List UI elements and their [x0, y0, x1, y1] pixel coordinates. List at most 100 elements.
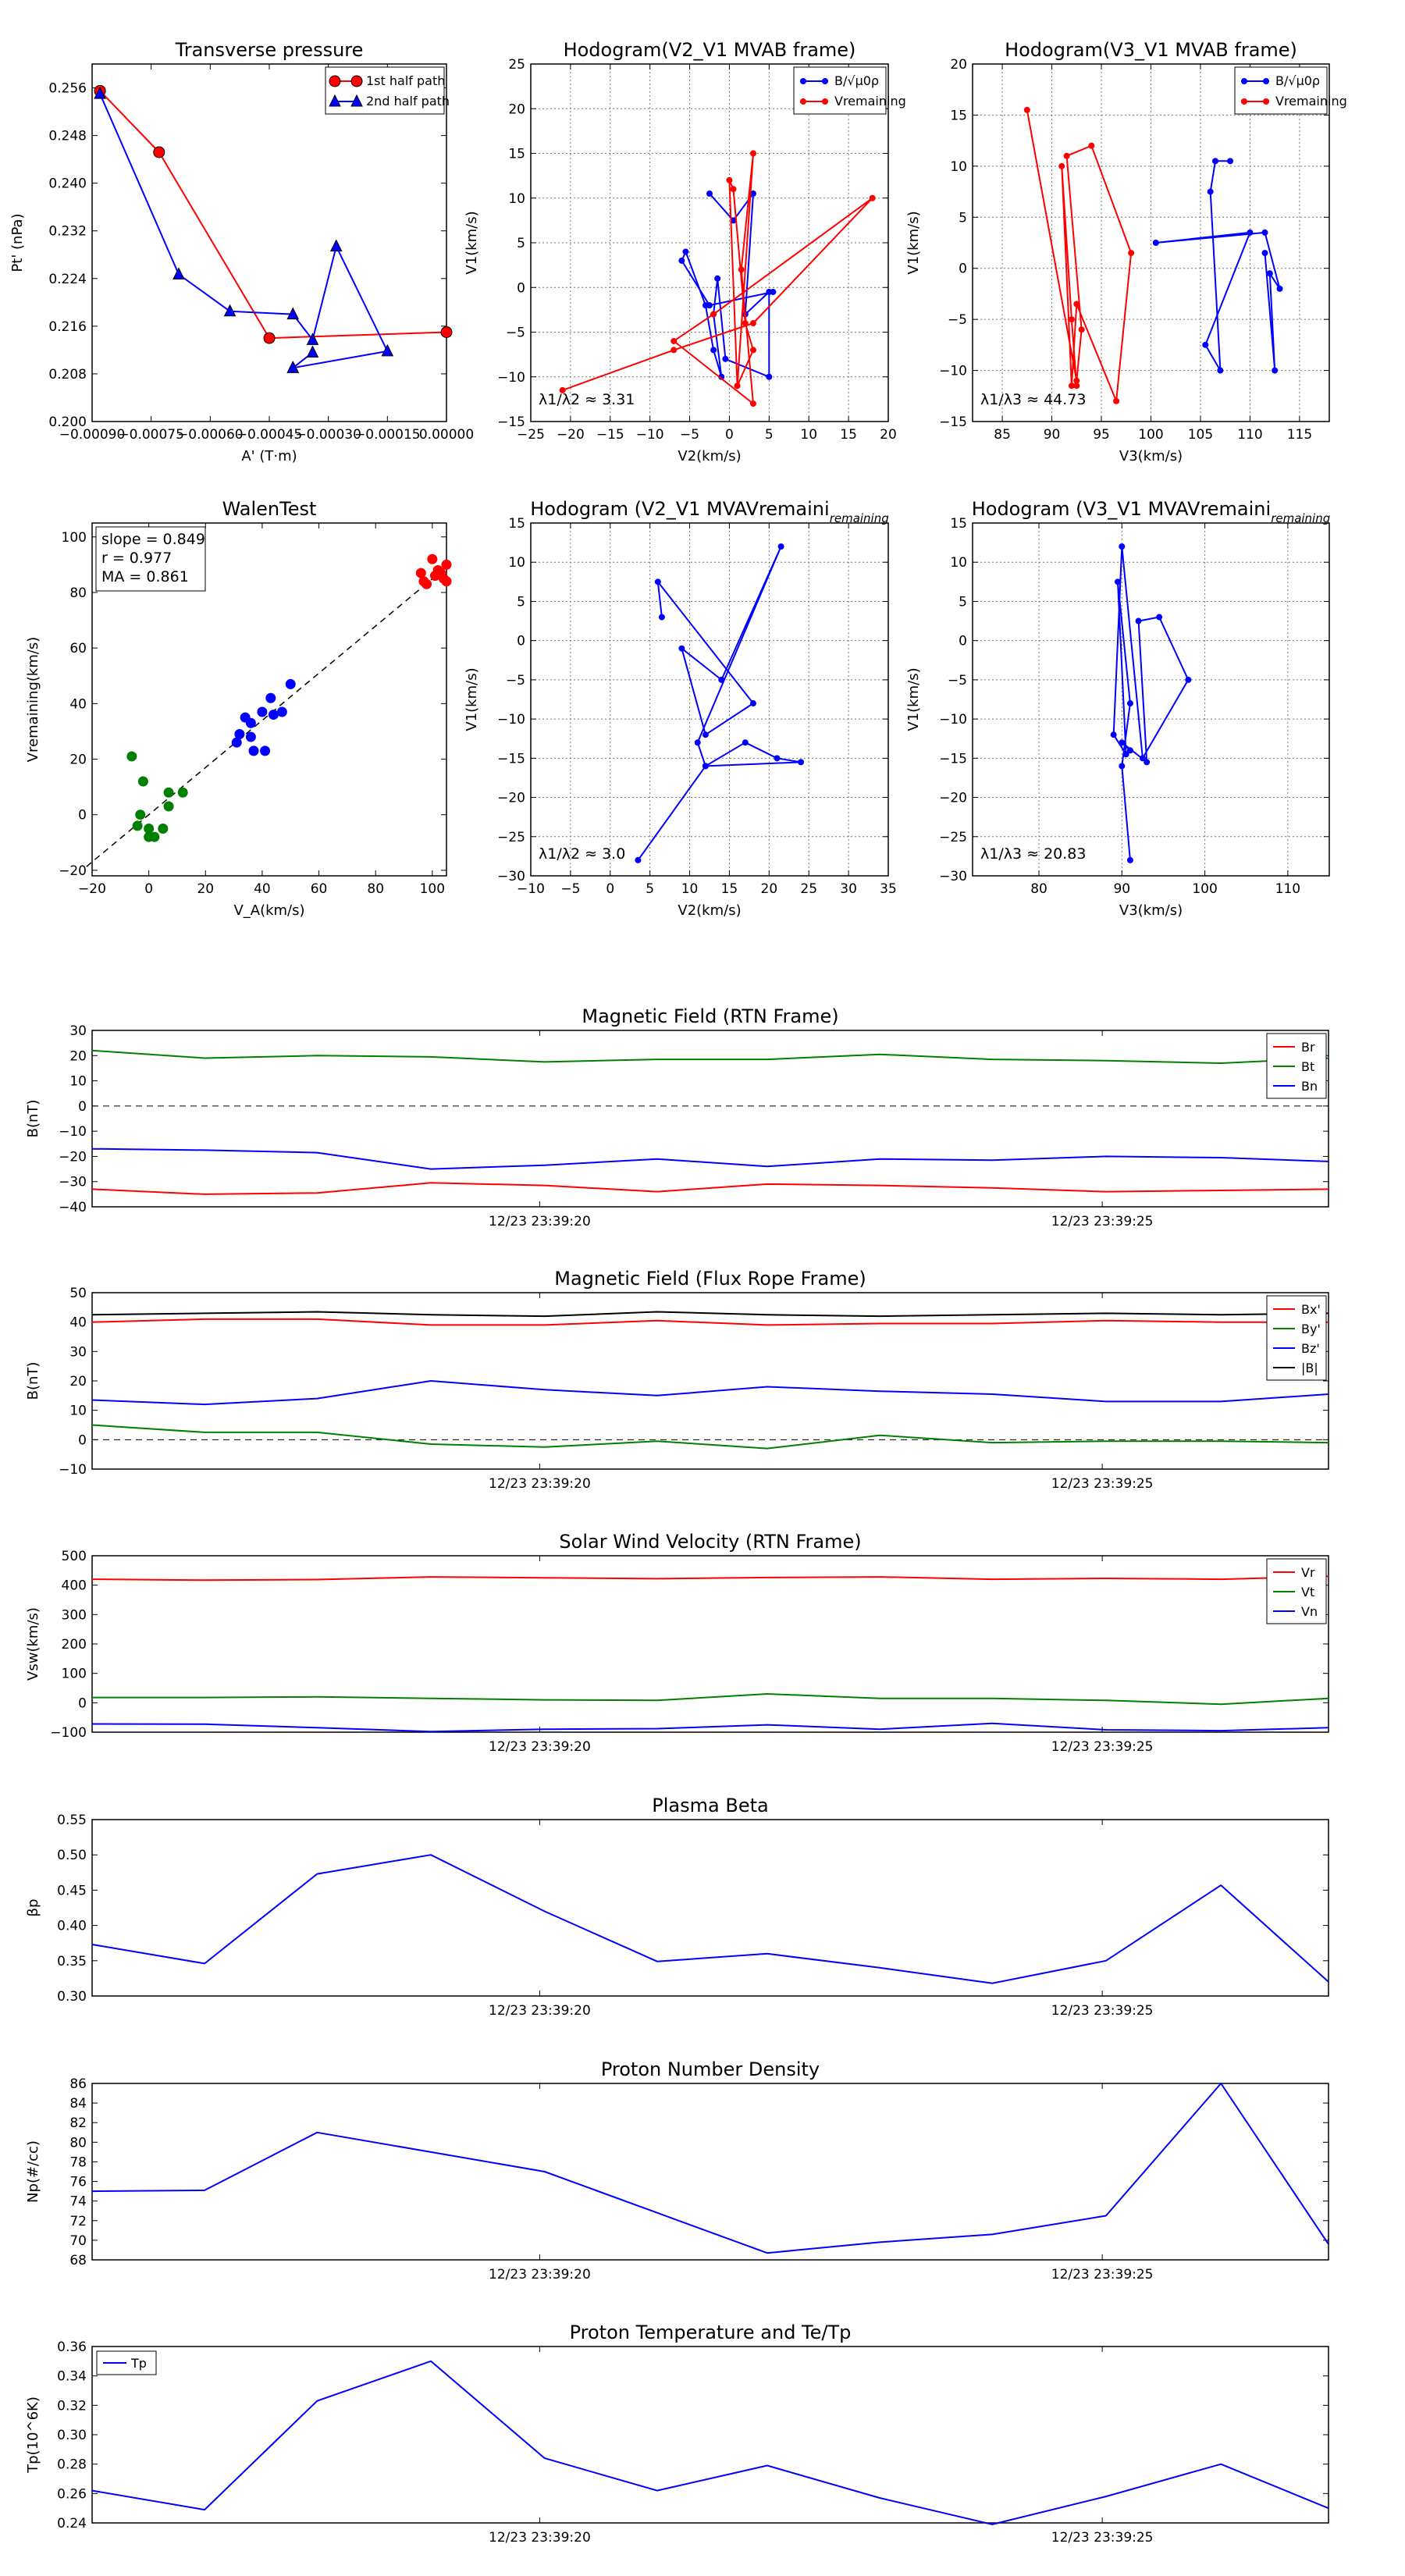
h31-marker-B/√μ0ρ	[1272, 367, 1279, 374]
hr21-marker-0	[654, 578, 661, 585]
h31-marker-Vremaining	[1073, 301, 1080, 308]
hr31-marker-0	[1126, 700, 1133, 707]
h21-marker-B/√μ0ρ	[722, 355, 729, 362]
chart-tp: 0.200 0.208 0.216 0.224 0.232 0.240 0.248 0.256…	[9, 39, 474, 464]
hr31-marker-0	[1156, 614, 1163, 621]
vsw-ytick-label: 400	[62, 1578, 87, 1594]
np-ytick-label: 74	[69, 2194, 87, 2210]
walen-point-blue	[257, 706, 268, 717]
walen-point-green	[149, 831, 160, 842]
h21-legend-marker	[822, 78, 828, 84]
bfr-legend-label: By'	[1301, 1322, 1321, 1336]
bf-xtick-label: 12/23 23:39:25	[1051, 1214, 1154, 1229]
hr21-series-line-0	[637, 546, 802, 861]
hr31-ytick-label: 10	[950, 555, 967, 571]
tp-legend-marker	[350, 75, 363, 87]
h31-ytick-label: 20	[950, 57, 967, 73]
h21-marker-Vremaining	[734, 382, 741, 390]
walen-point-green	[163, 801, 174, 812]
vsw-legend-label: Vr	[1301, 1565, 1315, 1580]
walen-point-green	[137, 776, 148, 787]
walen-xlabel: V_A(km/s)	[233, 902, 304, 919]
bfr-ytick-label: 40	[69, 1315, 87, 1331]
h21-marker-Vremaining	[749, 347, 756, 354]
h21-axes-frame	[530, 63, 889, 422]
h21-xlabel: V2(km/s)	[678, 448, 741, 464]
h21-ytick-label: 10	[508, 191, 525, 207]
h31-marker-Vremaining	[1068, 316, 1075, 323]
h21-marker-B/√μ0ρ	[714, 275, 721, 282]
hr21-title: Hodogram (V2_V1 MVAVremainiremaining	[530, 498, 889, 525]
h31-marker-B/√μ0ρ	[1276, 285, 1283, 292]
tp-ytick-label: 0.232	[48, 224, 87, 240]
beta-ytick-label: 0.50	[57, 1848, 87, 1863]
h21-ylabel: V1(km/s)	[464, 211, 480, 274]
h31-ytick-label: 0	[959, 262, 967, 277]
h21-xtick-label: −5	[680, 427, 699, 443]
h31-legend-label: B/√μ0ρ	[1275, 73, 1320, 88]
tpr-legend-label: Tp	[130, 2356, 147, 2371]
walen-xtick-label: 80	[367, 881, 384, 897]
beta-ytick-label: 0.35	[57, 1954, 87, 1969]
walen-xtick-label: −20	[78, 881, 106, 897]
h31-marker-Vremaining	[1073, 377, 1080, 384]
vsw-ytick-label: −100	[50, 1725, 87, 1741]
hr31-marker-0	[1110, 731, 1117, 738]
hr31-xtick-label: 110	[1275, 881, 1300, 897]
hr21-axes-frame	[530, 522, 889, 877]
hr31-marker-0	[1185, 676, 1192, 683]
np-ytick-label: 68	[69, 2253, 87, 2268]
h21-legend-label: B/√μ0ρ	[834, 73, 879, 88]
bfr-series-line-Bz'	[91, 1380, 1329, 1406]
hr31-eigen-ratio: λ1/λ3 ≈ 20.83	[980, 845, 1086, 863]
walen-stat-1: r = 0.977	[101, 550, 172, 567]
hr31-xtick-label: 100	[1192, 881, 1217, 897]
hr21-marker-0	[702, 763, 709, 770]
h31-marker-B/√μ0ρ	[1212, 158, 1219, 165]
bf-series-line-Bt	[91, 1049, 1329, 1064]
tp-ytick-label: 0.256	[48, 81, 87, 97]
tp-marker-2	[306, 345, 319, 358]
tp-marker-2nd half path	[223, 304, 237, 317]
hr21-xtick-label: 5	[646, 881, 654, 897]
hr31-ytick-label: 15	[950, 516, 967, 532]
hr31-xtick-label: 80	[1030, 881, 1048, 897]
hr21-marker-0	[777, 543, 784, 550]
hr31-ytick-label: 0	[959, 634, 967, 649]
beta-ytick-label: 0.55	[57, 1813, 87, 1828]
bfr-xtick-label: 12/23 23:39:25	[1051, 1476, 1154, 1492]
bf-ylabel: B(nT)	[25, 1100, 41, 1138]
walen-xtick-label: 60	[311, 881, 328, 897]
h31-legend-marker	[1241, 98, 1247, 105]
h21-marker-Vremaining	[749, 400, 756, 407]
tp-ylabel: Pt' (nPa)	[9, 213, 26, 272]
walen-xtick-label: 0	[144, 881, 153, 897]
tp-legend-marker	[329, 94, 341, 107]
tp-marker-2nd half path	[306, 333, 319, 345]
bf-series-line-Bn	[91, 1147, 1329, 1170]
h31-legend-label: Vremaining	[1275, 94, 1347, 109]
tp-series-line-1st half path	[99, 90, 447, 340]
hr21-marker-0	[694, 739, 701, 746]
hr21-marker-0	[718, 676, 725, 683]
walen-stat-0: slope = 0.849	[101, 531, 205, 548]
vsw-series-line-Vn	[91, 1722, 1329, 1733]
walen-point-green	[177, 787, 188, 798]
chart-bfr: −10 0 10 20 30 40 50 12/23 23:39:20 12/23 23:39:…	[25, 1268, 1329, 1492]
np-xtick-label: 12/23 23:39:25	[1051, 2267, 1154, 2282]
hr31-ylabel: V1(km/s)	[905, 667, 922, 731]
h31-legend-marker	[1263, 98, 1269, 105]
hr31-marker-0	[1119, 543, 1126, 550]
h21-marker-B/√μ0ρ	[678, 257, 685, 264]
h31-legend-marker	[1263, 78, 1269, 84]
hr21-marker-0	[749, 700, 756, 707]
hr31-marker-0	[1126, 747, 1133, 754]
chart-bf: −40 −30 −20 −10 0 10 20 30 12/23 23:39:20 12/23 2…	[25, 1005, 1329, 1229]
bfr-xtick-label: 12/23 23:39:20	[489, 1476, 591, 1492]
hr21-xtick-label: −10	[517, 881, 545, 897]
hr21-xtick-label: 35	[880, 881, 897, 897]
tpr-ytick-label: 0.24	[57, 2516, 87, 2532]
h31-ytick-label: −15	[939, 415, 967, 430]
h21-marker-Vremaining	[742, 320, 749, 327]
chart-tpr: 0.24 0.26 0.28 0.30 0.32 0.34 0.36 12/23 23:39:…	[25, 2322, 1329, 2546]
